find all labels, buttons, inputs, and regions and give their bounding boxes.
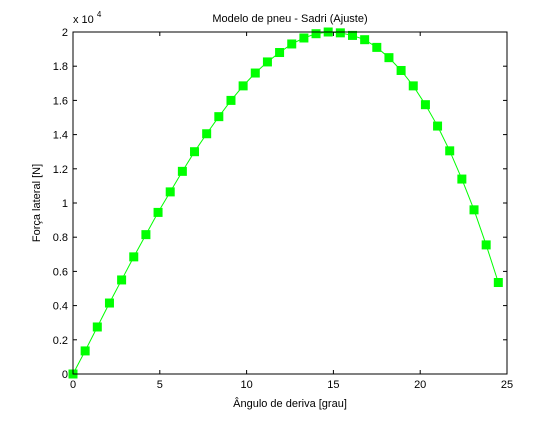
- data-point: [202, 129, 212, 139]
- data-point: [408, 81, 418, 91]
- data-point: [141, 230, 151, 240]
- data-point: [469, 205, 479, 215]
- y-axis-label: Força lateral [N]: [31, 164, 43, 242]
- data-point: [433, 121, 443, 131]
- data-point: [287, 39, 297, 49]
- data-point: [445, 146, 455, 156]
- data-point: [299, 33, 309, 43]
- plot-background: [73, 32, 507, 374]
- data-point: [104, 298, 114, 308]
- x-tick-label: 0: [70, 379, 76, 391]
- data-point: [348, 30, 357, 40]
- x-axis-ticks: [72, 32, 508, 374]
- y-axis-exponent-power: 4: [97, 10, 102, 19]
- data-point: [262, 57, 272, 67]
- y-tick-label: 0.4: [53, 301, 68, 313]
- data-point: [80, 346, 90, 356]
- x-tick-label: 10: [240, 379, 252, 391]
- y-tick-label: 0.6: [53, 266, 68, 278]
- y-tick-label: 0.8: [53, 232, 68, 244]
- series-layer: [68, 27, 503, 379]
- data-point: [384, 53, 394, 63]
- data-point: [396, 65, 406, 75]
- data-point: [372, 42, 382, 52]
- x-axis-label: Ângulo de deriva [grau]: [233, 397, 347, 410]
- y-tick-label: 2: [62, 27, 68, 39]
- data-point: [153, 207, 163, 217]
- y-axis-ticks: [73, 31, 507, 375]
- data-point: [457, 174, 467, 184]
- y-tick-label: 1: [62, 198, 68, 210]
- y-tick-label: 0.2: [53, 335, 68, 347]
- y-axis-exponent: x 10 4: [73, 10, 102, 26]
- data-point: [481, 240, 491, 250]
- y-tick-label: 1.4: [53, 130, 68, 142]
- y-tick-label: 0: [62, 369, 68, 381]
- data-point: [177, 166, 187, 176]
- x-tick-label: 15: [327, 379, 339, 391]
- data-point: [165, 187, 175, 197]
- data-point: [190, 147, 200, 157]
- y-axis-exponent-base: x 10: [73, 14, 94, 26]
- data-point: [129, 252, 139, 262]
- data-point: [214, 112, 224, 122]
- data-point: [275, 48, 285, 58]
- x-tick-label: 20: [414, 379, 426, 391]
- data-point: [117, 275, 127, 285]
- y-tick-label: 1.8: [53, 61, 68, 73]
- data-point: [420, 100, 430, 110]
- x-tick-label: 5: [157, 379, 163, 391]
- data-point: [311, 29, 321, 39]
- y-axis-tick-labels: 0 0.2 0.4 0.6 0.8 1 1.2 1.4 1.6 1.8 2: [53, 27, 68, 381]
- data-point: [335, 28, 345, 38]
- data-point: [92, 322, 102, 332]
- x-tick-label: 25: [501, 379, 513, 391]
- chart-title: Modelo de pneu - Sadri (Ajuste): [212, 13, 367, 25]
- data-point: [493, 278, 503, 288]
- data-point: [238, 81, 248, 91]
- data-point: [360, 35, 370, 45]
- y-tick-label: 1.6: [53, 95, 68, 107]
- y-tick-label: 1.2: [53, 164, 68, 176]
- x-axis-tick-labels: 0 5 10 15 20 25: [70, 379, 513, 391]
- data-point: [226, 95, 236, 105]
- data-point: [250, 68, 260, 78]
